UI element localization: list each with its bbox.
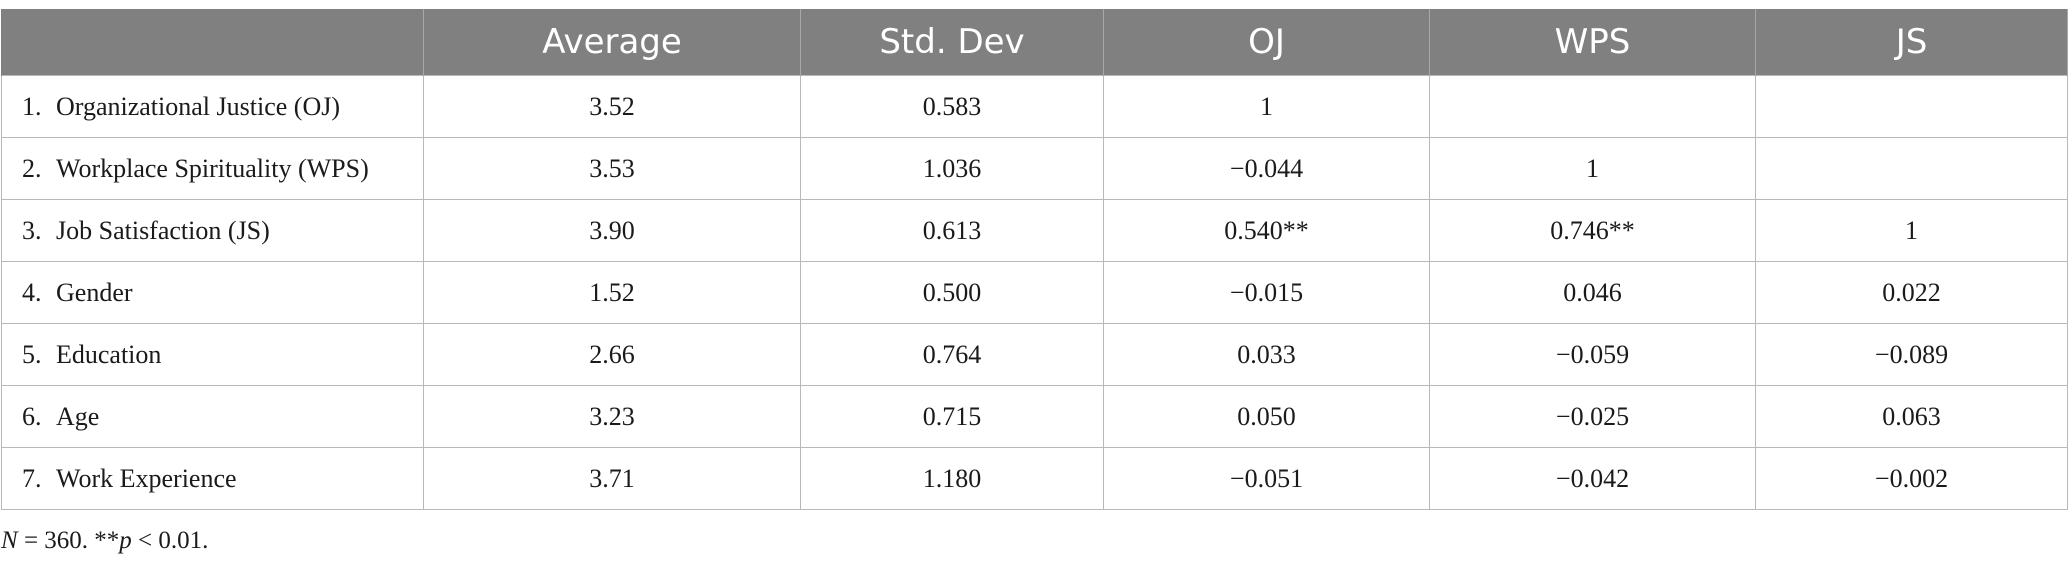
- cell-js: 0.022: [1755, 261, 2068, 324]
- table-footnote: N = 360. **p < 0.01.: [1, 527, 208, 555]
- cell-std-dev: 1.036: [800, 137, 1104, 200]
- cell-js: 1: [1755, 199, 2068, 262]
- correlation-table: Average Std. Dev OJ WPS JS 1. Organizatio…: [1, 9, 2068, 510]
- cell-std-dev: 0.583: [800, 75, 1104, 138]
- table-row: 5. Education 2.66 0.764 0.033 −0.059 −0.0…: [1, 323, 2068, 386]
- cell-oj: 1: [1103, 75, 1430, 138]
- row-label: 6. Age: [1, 385, 424, 448]
- cell-wps: [1429, 75, 1756, 138]
- header-cell-wps: WPS: [1429, 9, 1756, 76]
- cell-wps: 1: [1429, 137, 1756, 200]
- row-label-text: Workplace Spirituality (WPS): [56, 153, 369, 183]
- cell-std-dev: 0.715: [800, 385, 1104, 448]
- cell-wps: 0.046: [1429, 261, 1756, 324]
- table-row: 7. Work Experience 3.71 1.180 −0.051 −0.0…: [1, 447, 2068, 510]
- cell-average: 3.71: [423, 447, 801, 510]
- cell-std-dev: 0.500: [800, 261, 1104, 324]
- cell-js: [1755, 75, 2068, 138]
- cell-wps: 0.746**: [1429, 199, 1756, 262]
- cell-oj: −0.015: [1103, 261, 1430, 324]
- row-label-text: Job Satisfaction (JS): [56, 215, 270, 245]
- cell-oj: 0.540**: [1103, 199, 1430, 262]
- correlation-table-container: Average Std. Dev OJ WPS JS 1. Organizatio…: [0, 9, 2068, 510]
- cell-average: 2.66: [423, 323, 801, 386]
- row-label: 3. Job Satisfaction (JS): [1, 199, 424, 262]
- row-label-text: Organizational Justice (OJ): [56, 91, 340, 121]
- row-number: 6.: [22, 401, 42, 431]
- footnote-p-symbol: p: [119, 527, 132, 554]
- cell-average: 3.23: [423, 385, 801, 448]
- header-cell-js: JS: [1755, 9, 2068, 76]
- row-label: 2. Workplace Spirituality (WPS): [1, 137, 424, 200]
- table-row: 4. Gender 1.52 0.500 −0.015 0.046 0.022: [1, 261, 2068, 324]
- cell-average: 3.90: [423, 199, 801, 262]
- cell-oj: 0.050: [1103, 385, 1430, 448]
- row-label-text: Gender: [56, 277, 133, 307]
- header-cell-average: Average: [423, 9, 801, 76]
- cell-std-dev: 0.764: [800, 323, 1104, 386]
- cell-oj: −0.051: [1103, 447, 1430, 510]
- cell-js: −0.002: [1755, 447, 2068, 510]
- cell-average: 1.52: [423, 261, 801, 324]
- table-row: 1. Organizational Justice (OJ) 3.52 0.583…: [1, 75, 2068, 138]
- header-cell-empty: [1, 9, 424, 76]
- row-number: 4.: [22, 277, 42, 307]
- cell-oj: −0.044: [1103, 137, 1430, 200]
- table-row: 3. Job Satisfaction (JS) 3.90 0.613 0.540…: [1, 199, 2068, 262]
- cell-wps: −0.025: [1429, 385, 1756, 448]
- row-number: 7.: [22, 463, 42, 493]
- footnote-p-text: < 0.01.: [131, 527, 209, 554]
- cell-js: [1755, 137, 2068, 200]
- table-row: 2. Workplace Spirituality (WPS) 3.53 1.03…: [1, 137, 2068, 200]
- table-row: 6. Age 3.23 0.715 0.050 −0.025 0.063: [1, 385, 2068, 448]
- header-cell-oj: OJ: [1103, 9, 1430, 76]
- header-row: Average Std. Dev OJ WPS JS: [1, 9, 2068, 76]
- row-label-text: Age: [56, 401, 100, 431]
- cell-std-dev: 1.180: [800, 447, 1104, 510]
- cell-oj: 0.033: [1103, 323, 1430, 386]
- row-number: 5.: [22, 339, 42, 369]
- row-label-text: Education: [56, 339, 162, 369]
- header-cell-std-dev: Std. Dev: [800, 9, 1104, 76]
- row-number: 3.: [22, 215, 42, 245]
- cell-wps: −0.059: [1429, 323, 1756, 386]
- row-label-text: Work Experience: [56, 463, 237, 493]
- footnote-n-text: = 360. **: [17, 527, 120, 554]
- row-number: 2.: [22, 153, 42, 183]
- footnote-n-symbol: N: [1, 527, 18, 554]
- row-label: 5. Education: [1, 323, 424, 386]
- row-label: 4. Gender: [1, 261, 424, 324]
- cell-average: 3.53: [423, 137, 801, 200]
- cell-js: −0.089: [1755, 323, 2068, 386]
- row-number: 1.: [22, 91, 42, 121]
- row-label: 1. Organizational Justice (OJ): [1, 75, 424, 138]
- cell-average: 3.52: [423, 75, 801, 138]
- cell-js: 0.063: [1755, 385, 2068, 448]
- cell-std-dev: 0.613: [800, 199, 1104, 262]
- cell-wps: −0.042: [1429, 447, 1756, 510]
- row-label: 7. Work Experience: [1, 447, 424, 510]
